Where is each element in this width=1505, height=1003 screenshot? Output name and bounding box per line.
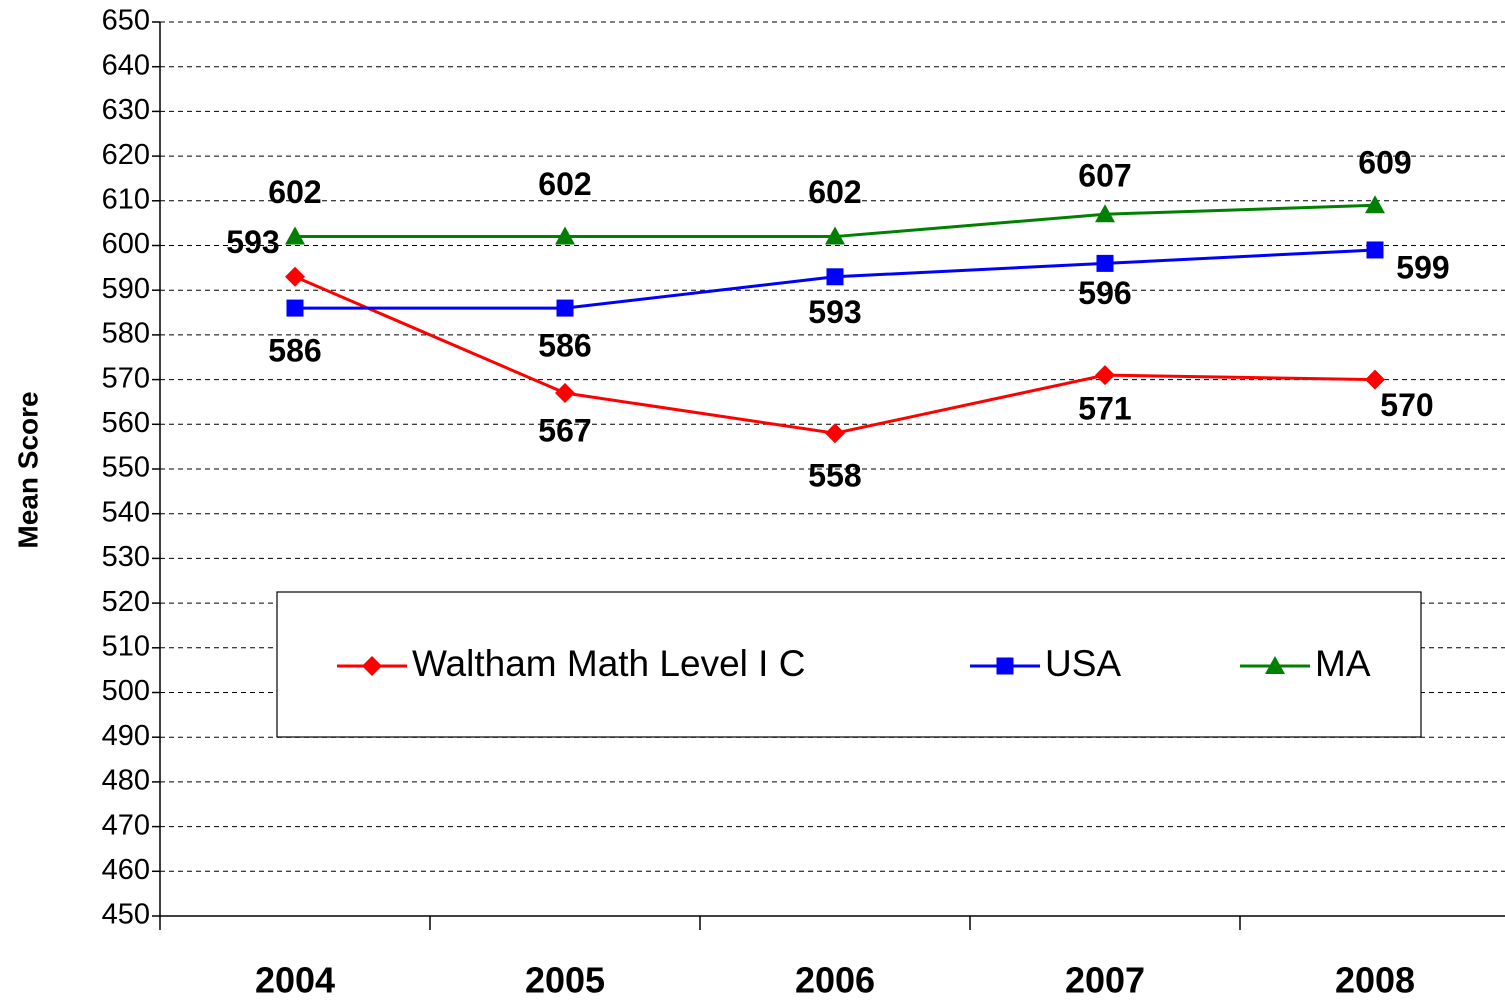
marker bbox=[1265, 656, 1285, 674]
legend-label: Waltham Math Level I C bbox=[412, 643, 805, 684]
y-tick-label: 580 bbox=[102, 318, 150, 350]
y-tick-label: 510 bbox=[102, 630, 150, 662]
data-label: 602 bbox=[808, 174, 861, 210]
legend-label: USA bbox=[1045, 643, 1121, 684]
data-label: 609 bbox=[1358, 145, 1411, 181]
marker bbox=[825, 226, 845, 245]
y-tick-label: 520 bbox=[102, 586, 150, 618]
marker bbox=[1095, 365, 1115, 386]
marker bbox=[1365, 195, 1385, 214]
y-tick-label: 570 bbox=[102, 362, 150, 394]
y-tick-label: 530 bbox=[102, 541, 150, 573]
y-tick-label: 480 bbox=[102, 765, 150, 797]
y-tick-label: 460 bbox=[102, 854, 150, 886]
legend-label: MA bbox=[1315, 643, 1371, 684]
data-label: 586 bbox=[268, 333, 321, 369]
x-tick-label: 2008 bbox=[1335, 960, 1415, 1001]
data-label: 570 bbox=[1380, 387, 1433, 423]
data-label: 571 bbox=[1078, 391, 1131, 427]
data-label: 586 bbox=[538, 328, 591, 364]
x-tick-label: 2005 bbox=[525, 960, 605, 1001]
marker bbox=[555, 383, 575, 404]
data-label: 593 bbox=[808, 294, 861, 330]
marker bbox=[556, 299, 574, 317]
marker bbox=[1095, 204, 1115, 223]
data-label: 596 bbox=[1078, 275, 1131, 311]
y-tick-label: 540 bbox=[102, 496, 150, 528]
y-tick-label: 500 bbox=[102, 675, 150, 707]
y-tick-label: 620 bbox=[102, 139, 150, 171]
y-tick-label: 640 bbox=[102, 49, 150, 81]
marker bbox=[362, 656, 382, 676]
y-tick-label: 470 bbox=[102, 809, 150, 841]
marker bbox=[1365, 369, 1385, 390]
legend-box bbox=[276, 591, 1422, 738]
y-tick-label: 590 bbox=[102, 273, 150, 305]
y-tick-label: 630 bbox=[102, 94, 150, 126]
x-tick-label: 2004 bbox=[255, 960, 335, 1001]
data-label: 602 bbox=[268, 174, 321, 210]
data-label: 599 bbox=[1396, 249, 1449, 285]
data-label: 602 bbox=[538, 166, 591, 202]
marker bbox=[826, 268, 844, 286]
marker bbox=[825, 423, 845, 444]
y-tick-label: 490 bbox=[102, 720, 150, 752]
x-tick-label: 2007 bbox=[1065, 960, 1145, 1001]
marker bbox=[285, 266, 305, 287]
marker bbox=[286, 299, 304, 317]
marker bbox=[1366, 241, 1384, 259]
marker bbox=[1096, 254, 1114, 272]
y-tick-label: 600 bbox=[102, 228, 150, 260]
y-tick-label: 610 bbox=[102, 183, 150, 215]
y-tick-label: 450 bbox=[102, 899, 150, 931]
marker bbox=[555, 226, 575, 245]
y-tick-label: 560 bbox=[102, 407, 150, 439]
marker bbox=[285, 226, 305, 245]
x-tick-label: 2006 bbox=[795, 960, 875, 1001]
y-axis-title: Mean Score bbox=[12, 391, 43, 548]
data-label: 567 bbox=[538, 412, 591, 448]
y-tick-label: 650 bbox=[102, 5, 150, 37]
marker bbox=[996, 657, 1014, 675]
data-label: 607 bbox=[1078, 158, 1131, 194]
data-label: 558 bbox=[808, 458, 861, 494]
data-label: 593 bbox=[226, 224, 279, 260]
y-tick-label: 550 bbox=[102, 452, 150, 484]
